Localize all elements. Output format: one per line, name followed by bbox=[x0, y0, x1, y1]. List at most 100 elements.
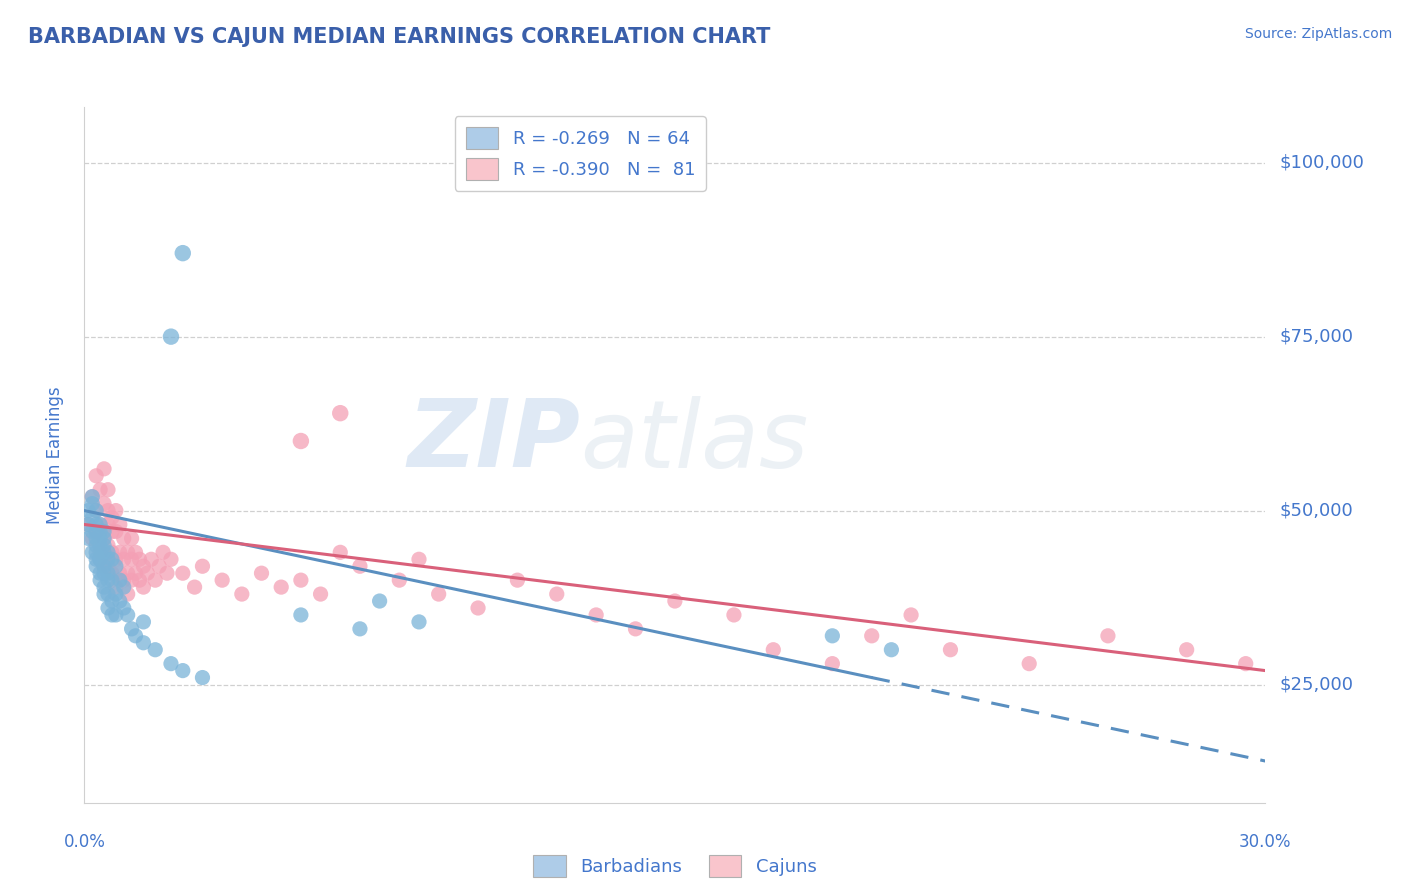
Point bbox=[93, 532, 115, 546]
Point bbox=[93, 497, 115, 511]
Point bbox=[108, 517, 131, 532]
Point bbox=[939, 642, 962, 657]
Point bbox=[117, 545, 139, 559]
Point bbox=[84, 538, 107, 552]
Point bbox=[172, 566, 194, 581]
Point bbox=[89, 573, 111, 587]
Text: atlas: atlas bbox=[581, 395, 808, 486]
Point bbox=[104, 503, 127, 517]
Point bbox=[101, 594, 124, 608]
Point bbox=[121, 622, 143, 636]
Text: 30.0%: 30.0% bbox=[1239, 833, 1292, 851]
Point bbox=[388, 573, 411, 587]
Point bbox=[148, 559, 170, 574]
Point bbox=[270, 580, 292, 594]
Point bbox=[124, 566, 146, 581]
Point bbox=[506, 573, 529, 587]
Point bbox=[546, 587, 568, 601]
Point bbox=[143, 642, 166, 657]
Point bbox=[89, 545, 111, 559]
Point bbox=[82, 524, 104, 539]
Y-axis label: Median Earnings: Median Earnings bbox=[45, 386, 63, 524]
Point bbox=[290, 434, 312, 448]
Point bbox=[97, 587, 120, 601]
Point bbox=[108, 594, 131, 608]
Point bbox=[112, 601, 135, 615]
Point bbox=[77, 503, 100, 517]
Point bbox=[132, 580, 155, 594]
Point bbox=[160, 552, 183, 566]
Point bbox=[1018, 657, 1040, 671]
Point bbox=[97, 517, 120, 532]
Point bbox=[183, 580, 205, 594]
Point bbox=[82, 510, 104, 524]
Text: $100,000: $100,000 bbox=[1279, 153, 1364, 171]
Point bbox=[1097, 629, 1119, 643]
Point bbox=[77, 517, 100, 532]
Point bbox=[93, 559, 115, 574]
Point bbox=[664, 594, 686, 608]
Point bbox=[89, 517, 111, 532]
Point bbox=[349, 559, 371, 574]
Point bbox=[97, 503, 120, 517]
Point bbox=[89, 517, 111, 532]
Point bbox=[172, 664, 194, 678]
Point bbox=[84, 503, 107, 517]
Point bbox=[112, 552, 135, 566]
Point bbox=[880, 642, 903, 657]
Point bbox=[172, 246, 194, 260]
Point bbox=[89, 552, 111, 566]
Text: Source: ZipAtlas.com: Source: ZipAtlas.com bbox=[1244, 27, 1392, 41]
Point bbox=[132, 615, 155, 629]
Point bbox=[101, 545, 124, 559]
Text: $25,000: $25,000 bbox=[1279, 675, 1354, 693]
Point bbox=[97, 559, 120, 574]
Point bbox=[132, 636, 155, 650]
Point bbox=[128, 552, 150, 566]
Point bbox=[93, 462, 115, 476]
Point bbox=[860, 629, 883, 643]
Point bbox=[128, 573, 150, 587]
Text: ZIP: ZIP bbox=[408, 395, 581, 487]
Text: 0.0%: 0.0% bbox=[63, 833, 105, 851]
Point bbox=[141, 552, 163, 566]
Point bbox=[97, 545, 120, 559]
Point bbox=[82, 490, 104, 504]
Point bbox=[108, 566, 131, 581]
Point bbox=[93, 580, 115, 594]
Point bbox=[93, 532, 115, 546]
Point bbox=[290, 607, 312, 622]
Point bbox=[97, 601, 120, 615]
Point bbox=[93, 566, 115, 581]
Point bbox=[104, 552, 127, 566]
Point bbox=[89, 524, 111, 539]
Point bbox=[84, 524, 107, 539]
Point bbox=[89, 566, 111, 581]
Point bbox=[211, 573, 233, 587]
Point bbox=[97, 552, 120, 566]
Point bbox=[97, 566, 120, 581]
Point bbox=[89, 532, 111, 546]
Point bbox=[93, 524, 115, 539]
Point bbox=[624, 622, 647, 636]
Point bbox=[89, 552, 111, 566]
Point bbox=[77, 532, 100, 546]
Point bbox=[1234, 657, 1257, 671]
Point bbox=[93, 538, 115, 552]
Text: $50,000: $50,000 bbox=[1279, 501, 1353, 519]
Point bbox=[108, 545, 131, 559]
Point bbox=[309, 587, 332, 601]
Point bbox=[408, 552, 430, 566]
Point bbox=[93, 587, 115, 601]
Point bbox=[132, 559, 155, 574]
Point bbox=[121, 552, 143, 566]
Point bbox=[408, 615, 430, 629]
Point bbox=[77, 517, 100, 532]
Point bbox=[191, 559, 214, 574]
Point bbox=[112, 532, 135, 546]
Point bbox=[104, 580, 127, 594]
Point bbox=[97, 538, 120, 552]
Point bbox=[84, 559, 107, 574]
Point bbox=[93, 545, 115, 559]
Point bbox=[84, 517, 107, 532]
